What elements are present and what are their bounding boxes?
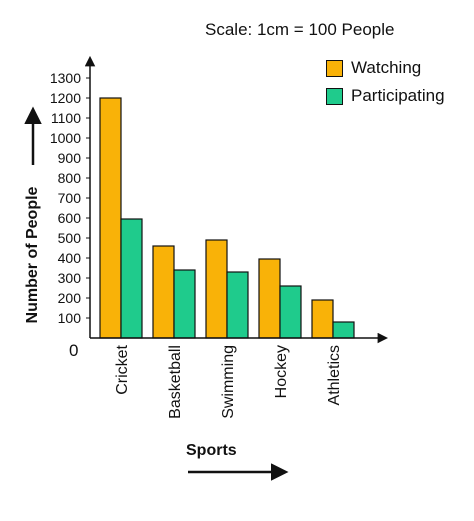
x-tick-label-basketball: Basketball: [167, 345, 184, 419]
legend-item-watching: Watching: [326, 55, 445, 81]
y-tick-label-600: 600: [58, 210, 82, 226]
y-axis-label: Number of People: [24, 186, 41, 324]
x-tick-label-cricket: Cricket: [114, 344, 131, 394]
x-tick-label-swimming: Swimming: [220, 345, 237, 419]
legend-label-watching: Watching: [351, 58, 422, 77]
bar-hockey-watching: [258, 258, 281, 339]
bar-basketball-watching: [152, 245, 175, 339]
y-tick-label-500: 500: [58, 230, 82, 246]
legend-swatch-participating: [326, 87, 343, 105]
bar-swimming-watching: [205, 239, 228, 339]
y-tick-label-100: 100: [58, 310, 82, 326]
y-tick-label-1200: 1200: [50, 90, 81, 106]
y-tick-label-800: 800: [58, 170, 82, 186]
x-tick-label-athletics: Athletics: [326, 345, 343, 405]
legend-label-participating: Participating: [351, 86, 445, 105]
y-tick-label-400: 400: [58, 250, 82, 266]
y-tick-label-700: 700: [58, 190, 82, 206]
bar-athletics-watching: [311, 299, 334, 339]
bar-cricket-participating: [120, 218, 143, 339]
legend-swatch-watching: [326, 59, 343, 77]
y-tick-label-900: 900: [58, 150, 82, 166]
y-tick-label-1100: 1100: [51, 110, 81, 126]
bar-basketball-participating: [173, 269, 196, 339]
bar-hockey-participating: [279, 285, 302, 339]
y-tick-label-1300: 1300: [50, 70, 81, 86]
y-tick-label-1000: 1000: [50, 130, 81, 146]
origin-label: 0: [69, 341, 78, 360]
y-tick-label-300: 300: [58, 270, 82, 286]
x-tick-label-hockey: Hockey: [273, 345, 290, 398]
scale-note: Scale: 1cm = 100 People: [205, 20, 395, 39]
x-axis-label: Sports: [186, 442, 237, 459]
y-tick-label-200: 200: [58, 290, 82, 306]
bar-swimming-participating: [226, 271, 249, 339]
bar-athletics-participating: [332, 321, 355, 339]
legend-item-participating: Participating: [326, 83, 445, 109]
legend: Watching Participating: [326, 55, 445, 111]
bar-cricket-watching: [99, 97, 122, 339]
